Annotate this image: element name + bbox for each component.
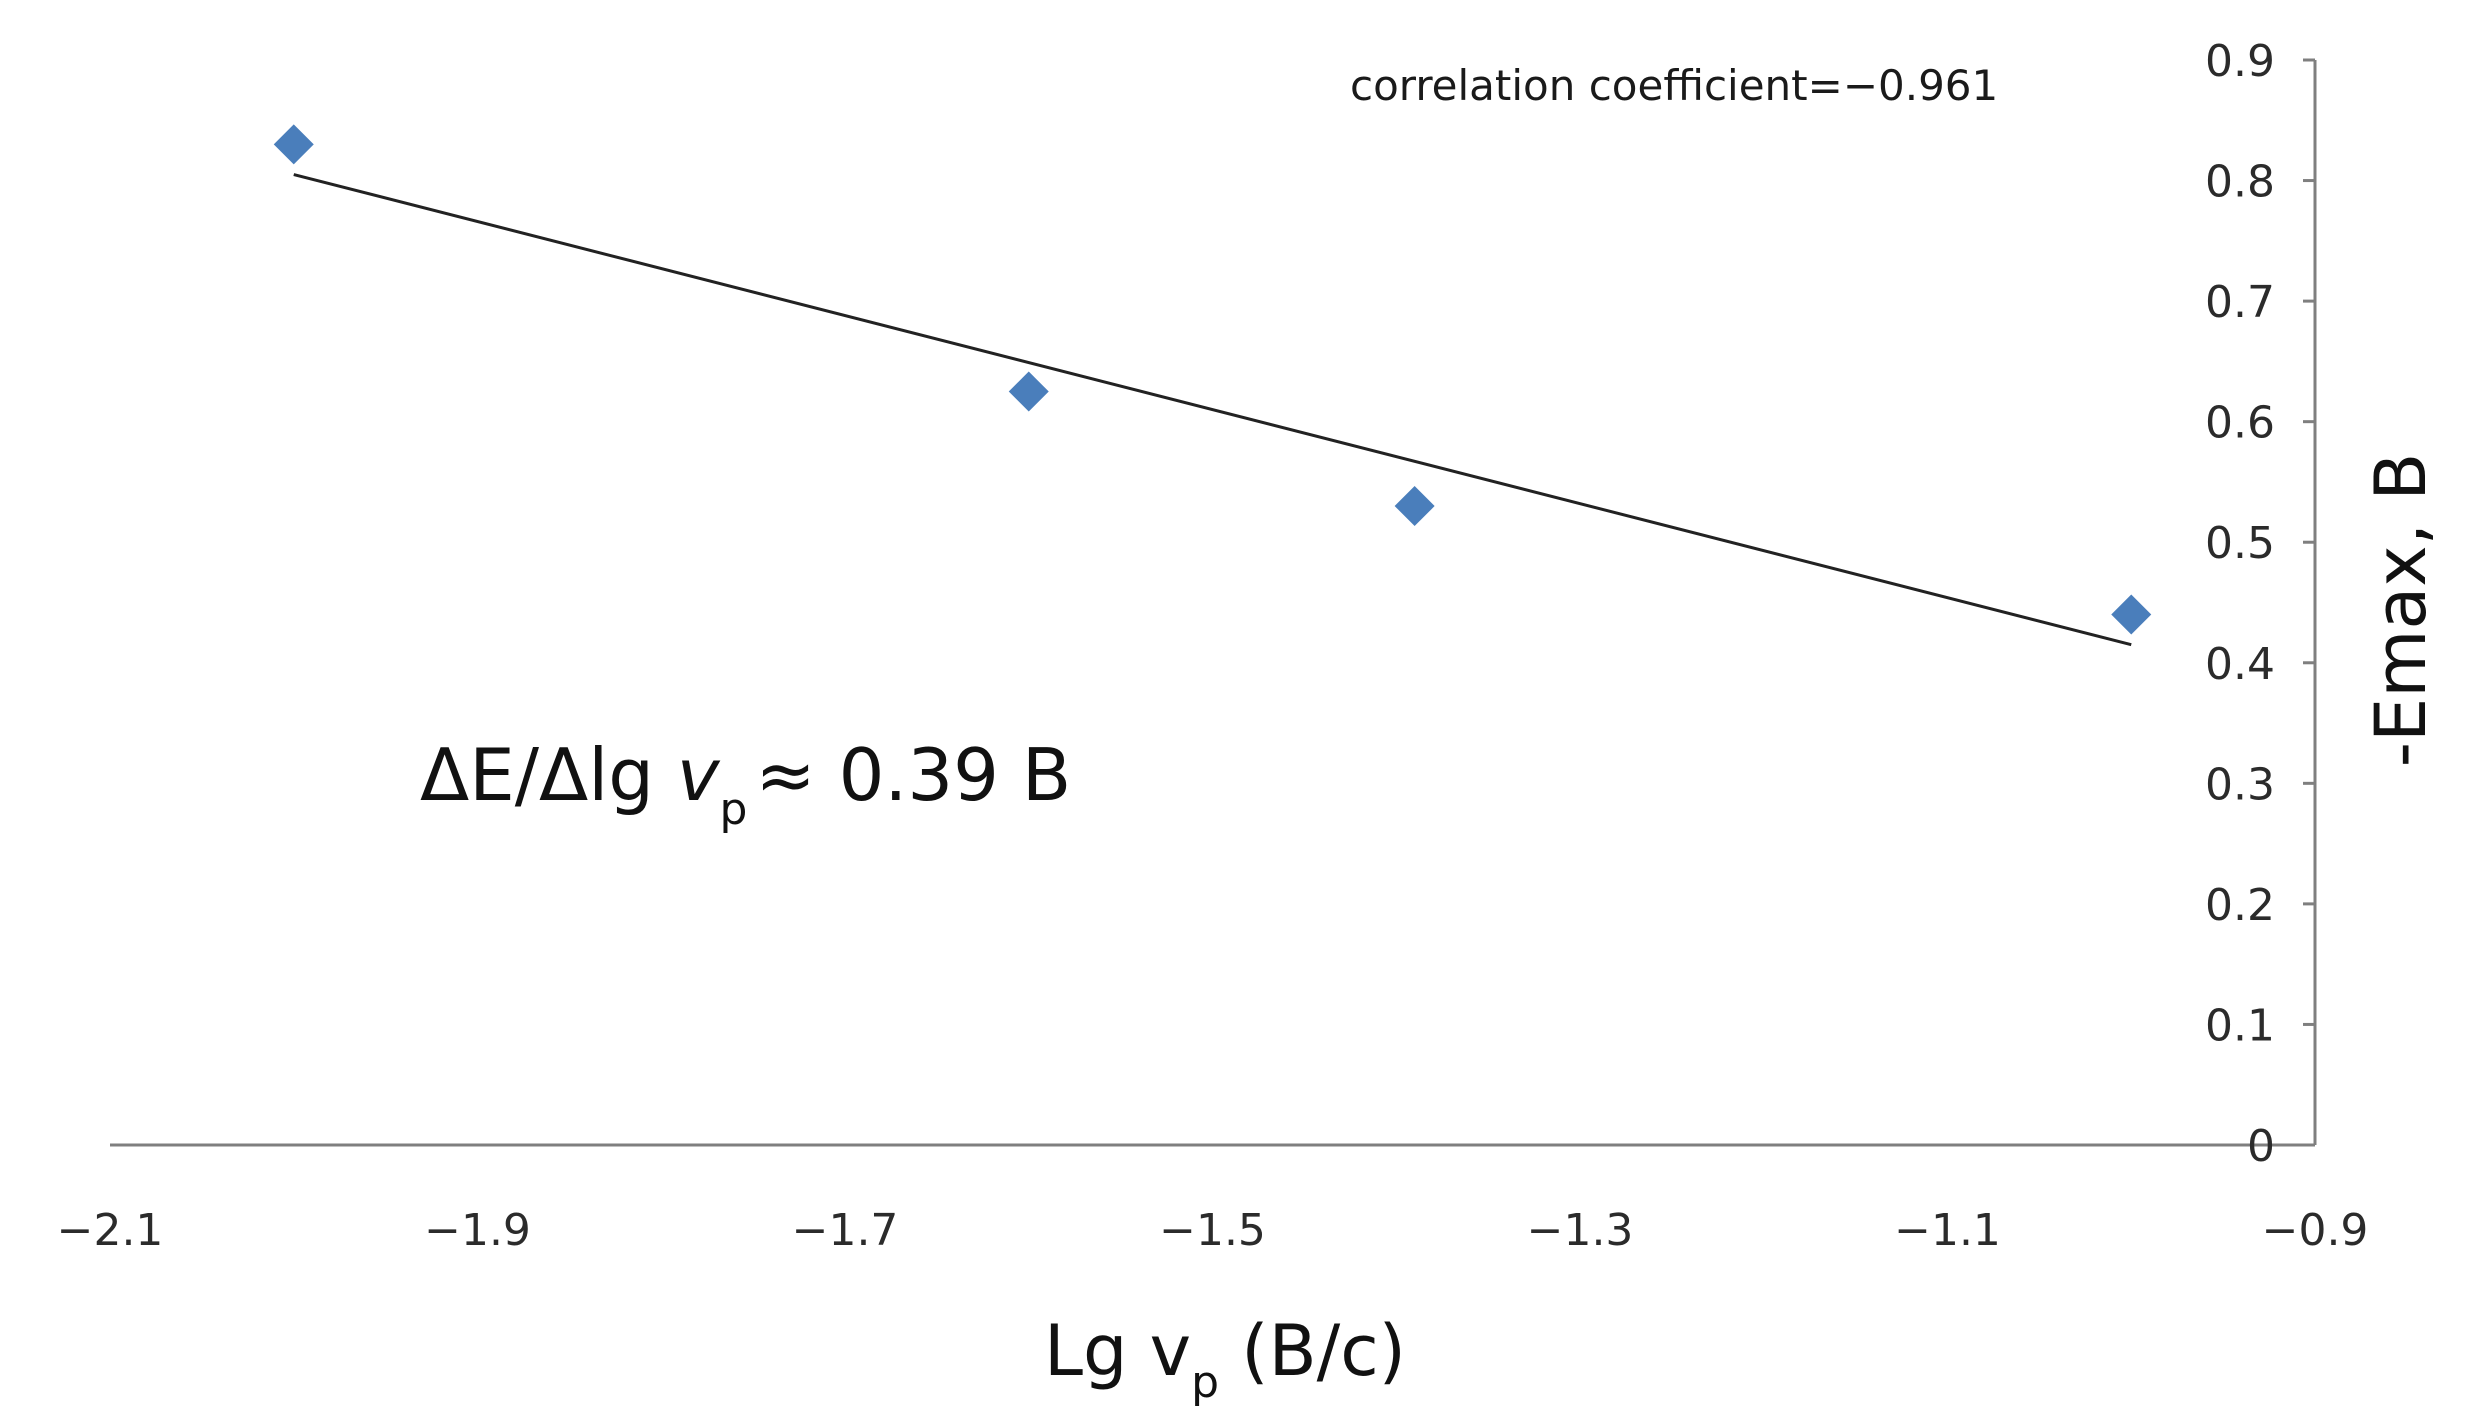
x-tick-label: −0.9: [2262, 1205, 2369, 1256]
x-tick-label: −1.7: [792, 1205, 899, 1256]
data-point: [1394, 486, 1435, 527]
y-axis-ticks: 0 0.1 0.2 0.3 0.4 0.5 0.6 0.7 0.8 0.9: [2205, 36, 2315, 1172]
x-tick-label: −1.5: [1159, 1205, 1266, 1256]
slope-main: ΔE/Δlg: [420, 733, 677, 817]
x-axis-ticks: −2.1 −1.9 −1.7 −1.5 −1.3 −1.1 −0.9: [57, 1205, 2369, 1256]
slope-sub: p: [719, 784, 747, 835]
x-axis-title-tail: (B/c): [1219, 1310, 1406, 1392]
y-tick-label: 0.4: [2205, 639, 2275, 690]
slope-annotation: ΔE/Δlg vp ≈ 0.39 B: [420, 733, 1071, 835]
y-axis-title: -Emax, B: [2360, 453, 2442, 768]
x-axis-title-main: Lg v: [1044, 1310, 1191, 1392]
trend-line: [293, 173, 2132, 647]
slope-tail: ≈ 0.39 B: [755, 733, 1071, 817]
y-tick-label: 0: [2247, 1121, 2275, 1172]
data-points: [273, 124, 2152, 635]
y-tick-label: 0.1: [2205, 1000, 2275, 1051]
x-axis-title: Lg vp (B/c): [1044, 1310, 1406, 1408]
data-point: [273, 124, 314, 165]
y-tick-label: 0.8: [2205, 157, 2275, 208]
y-tick-label: 0.5: [2205, 518, 2275, 569]
correlation-annotation: correlation coefficient=−0.961: [1350, 61, 1998, 110]
x-tick-label: −1.9: [424, 1205, 531, 1256]
slope-var: v: [677, 733, 721, 817]
y-tick-label: 0.7: [2205, 277, 2275, 328]
x-tick-label: −1.1: [1894, 1205, 2001, 1256]
data-point: [1008, 371, 1049, 412]
data-point: [2111, 594, 2152, 635]
x-tick-label: −2.1: [57, 1205, 164, 1256]
x-tick-label: −1.3: [1527, 1205, 1634, 1256]
y-tick-label: 0.3: [2205, 759, 2275, 810]
y-tick-label: 0.6: [2205, 398, 2275, 449]
x-axis-title-sub: p: [1191, 1357, 1219, 1408]
y-tick-label: 0.9: [2205, 36, 2275, 87]
y-tick-label: 0.2: [2205, 880, 2275, 931]
